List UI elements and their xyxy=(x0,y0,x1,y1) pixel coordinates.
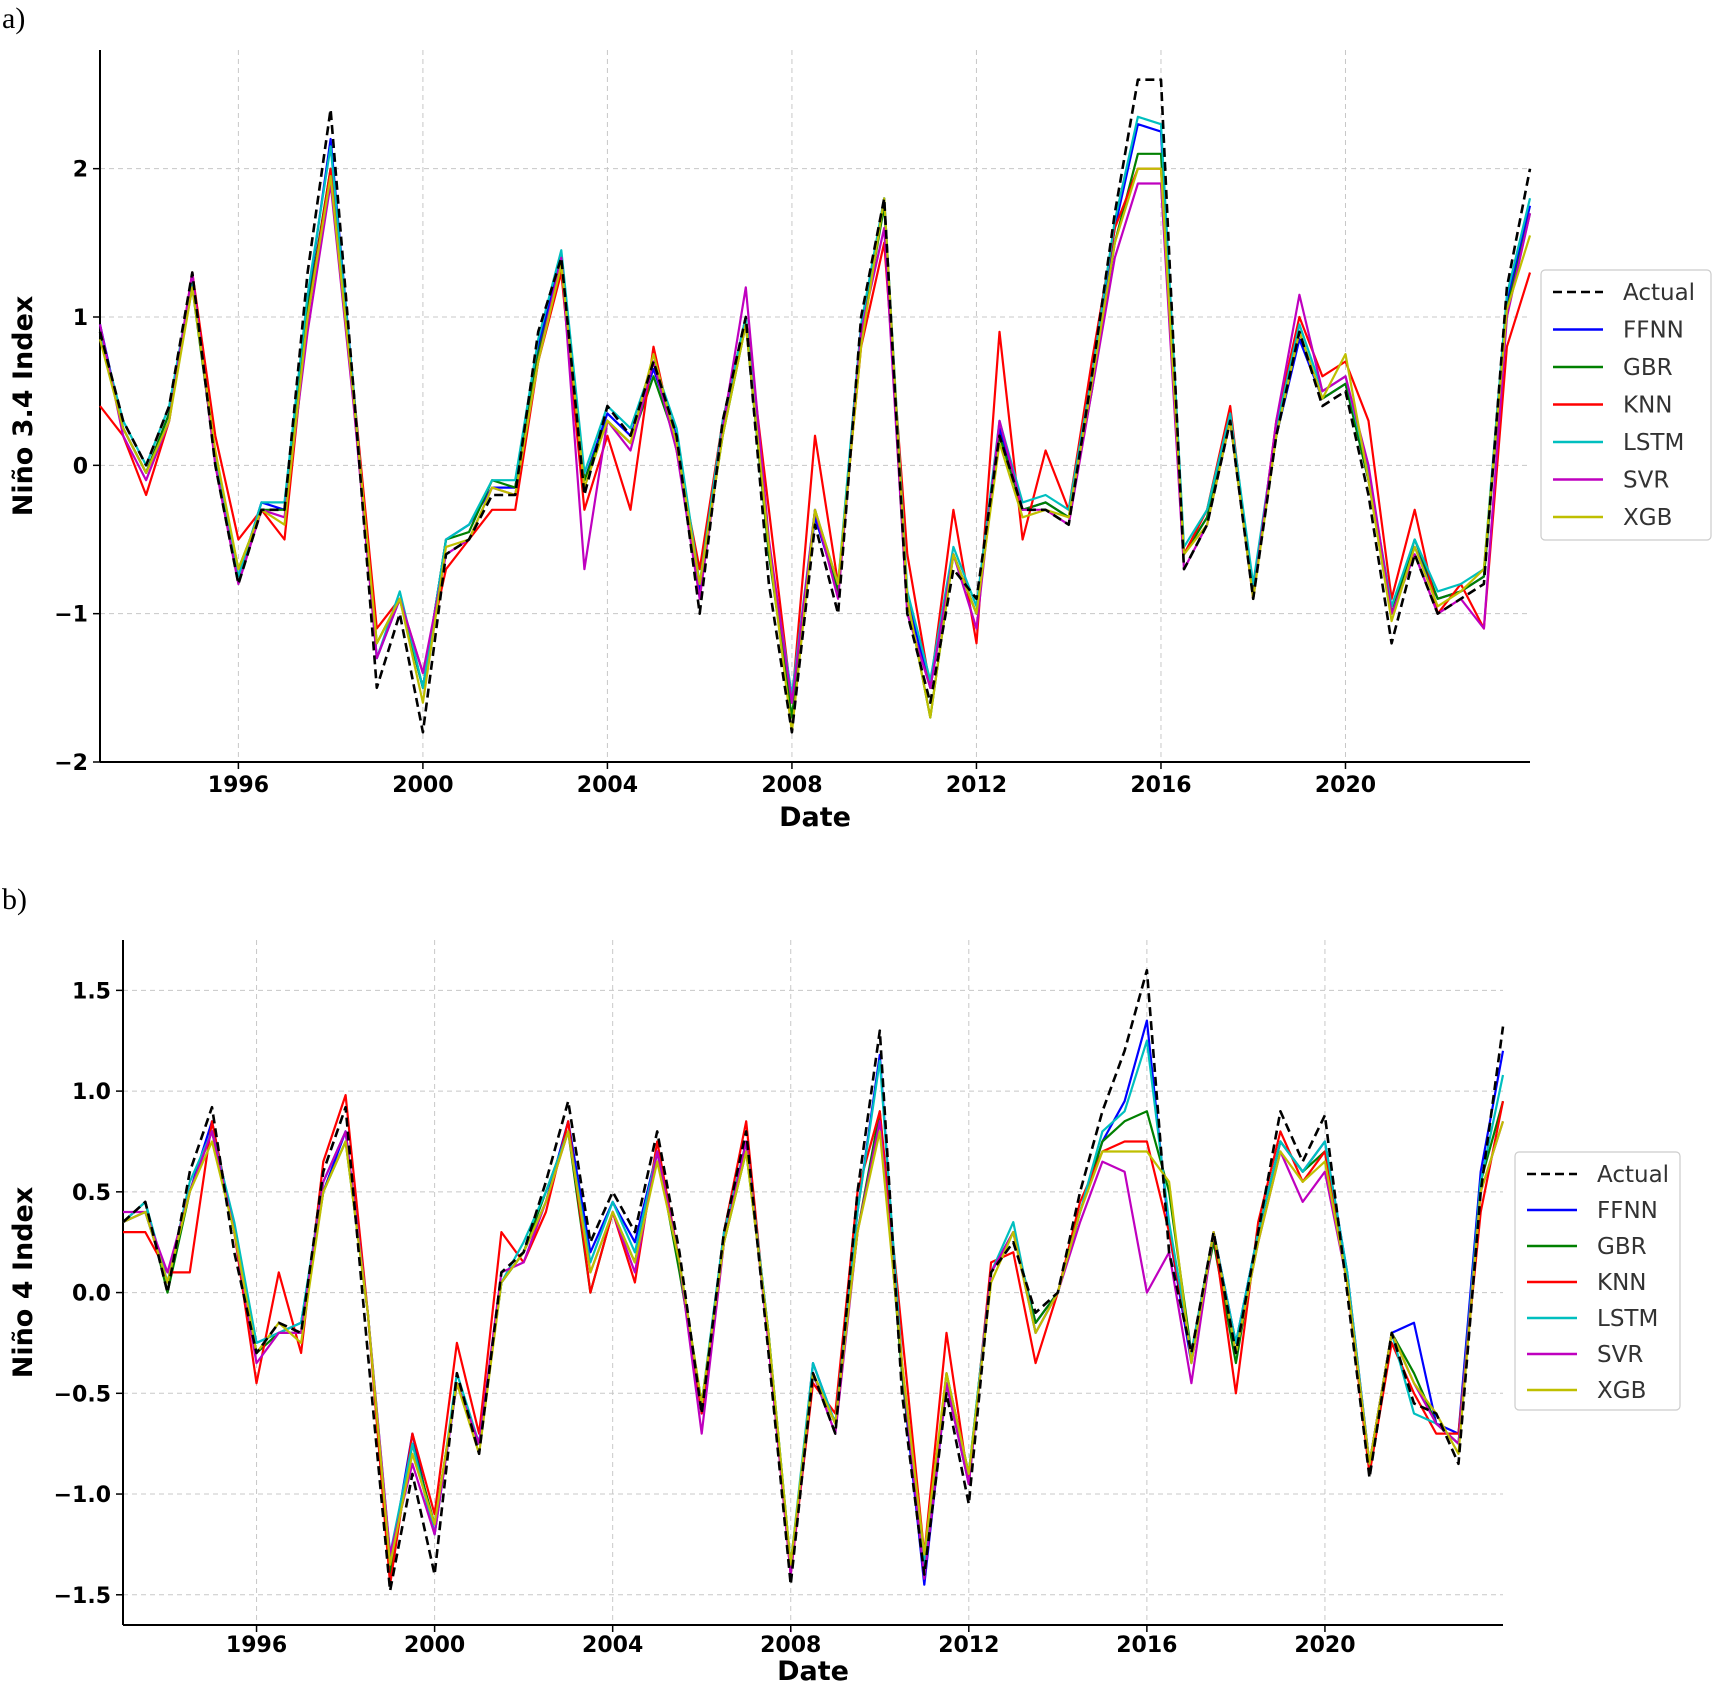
legend-label-ffnn: FFNN xyxy=(1597,1198,1658,1224)
series-line-svr xyxy=(123,1120,1505,1580)
y-axis-label: Niño 3.4 Index xyxy=(8,296,39,517)
x-tick-label: 2016 xyxy=(1116,1633,1177,1658)
legend-label-lstm: LSTM xyxy=(1623,430,1684,456)
legend: Actual FFNN GBR KNN LSTM SVR XGB xyxy=(1540,269,1712,541)
x-tick-label: 2004 xyxy=(577,773,638,798)
series-line-ffnn xyxy=(98,123,1532,704)
y-tick-label: −1.0 xyxy=(54,1483,111,1508)
legend-label-actual: Actual xyxy=(1623,280,1695,306)
y-tick-label: 0.0 xyxy=(72,1282,111,1307)
x-axis-label: Date xyxy=(779,802,851,833)
series-line-actual xyxy=(122,968,1505,1593)
x-tick-label: 2016 xyxy=(1130,773,1191,798)
chart-b: 1996 2000 2004 2008 2012 2016 2020 −1.5 −1.0 −0.5… xyxy=(8,940,1681,1687)
legend-label-ffnn: FFNN xyxy=(1623,318,1684,344)
x-tick-label: 2012 xyxy=(946,773,1007,798)
series-line-actual xyxy=(98,78,1532,734)
x-tick-label: 1996 xyxy=(226,1633,287,1658)
x-tick-label: 2000 xyxy=(404,1633,465,1658)
x-axis-label: Date xyxy=(777,1656,849,1687)
x-tick-label: 2004 xyxy=(582,1633,643,1658)
series-line-lstm xyxy=(98,115,1532,697)
x-tick-label: 2000 xyxy=(392,773,453,798)
legend-label-knn: KNN xyxy=(1597,1270,1647,1296)
panel-label-b: b) xyxy=(2,883,27,916)
y-axis-label: Niño 4 Index xyxy=(8,1187,39,1379)
legend-label-gbr: GBR xyxy=(1597,1234,1647,1260)
x-tick-label: 2020 xyxy=(1294,1633,1355,1658)
y-tick-label: −1 xyxy=(54,603,88,628)
legend-label-xgb: XGB xyxy=(1597,1378,1646,1404)
y-tick-label: 0 xyxy=(73,454,88,479)
legend-label-lstm: LSTM xyxy=(1597,1306,1658,1332)
legend-label-gbr: GBR xyxy=(1623,355,1673,381)
y-tick-label: 1 xyxy=(73,306,88,331)
legend-label-knn: KNN xyxy=(1623,393,1673,419)
legend-label-svr: SVR xyxy=(1597,1342,1643,1368)
y-tick-label: 0.5 xyxy=(72,1181,111,1206)
x-tick-label: 2008 xyxy=(760,1633,821,1658)
x-tick-label: 2020 xyxy=(1315,773,1376,798)
y-tick-label: 1.5 xyxy=(72,979,111,1004)
panel-label-a: a) xyxy=(2,2,26,35)
y-tick-label: 1.0 xyxy=(72,1080,111,1105)
legend: Actual FFNN GBR KNN LSTM SVR XGB xyxy=(1514,1151,1681,1411)
legend-label-xgb: XGB xyxy=(1623,505,1672,531)
legend-box xyxy=(1540,269,1712,541)
legend-box xyxy=(1514,1151,1681,1411)
y-tick-label: −1.5 xyxy=(54,1584,111,1609)
chart-a: 1996 2000 2004 2008 2012 2016 2020 −2 −1 0 1 2 Date N… xyxy=(8,50,1712,833)
x-tick-label: 1996 xyxy=(208,773,269,798)
y-tick-label: 2 xyxy=(73,158,88,183)
y-tick-label: −0.5 xyxy=(54,1382,111,1407)
x-tick-label: 2012 xyxy=(938,1633,999,1658)
series-line-ffnn xyxy=(122,1019,1505,1586)
legend-label-svr: SVR xyxy=(1623,468,1669,494)
legend-label-actual: Actual xyxy=(1597,1162,1669,1188)
series-line-xgb xyxy=(98,167,1532,734)
y-tick-label: −2 xyxy=(54,751,88,776)
x-tick-label: 2008 xyxy=(761,773,822,798)
series-line-lstm xyxy=(122,1039,1505,1566)
